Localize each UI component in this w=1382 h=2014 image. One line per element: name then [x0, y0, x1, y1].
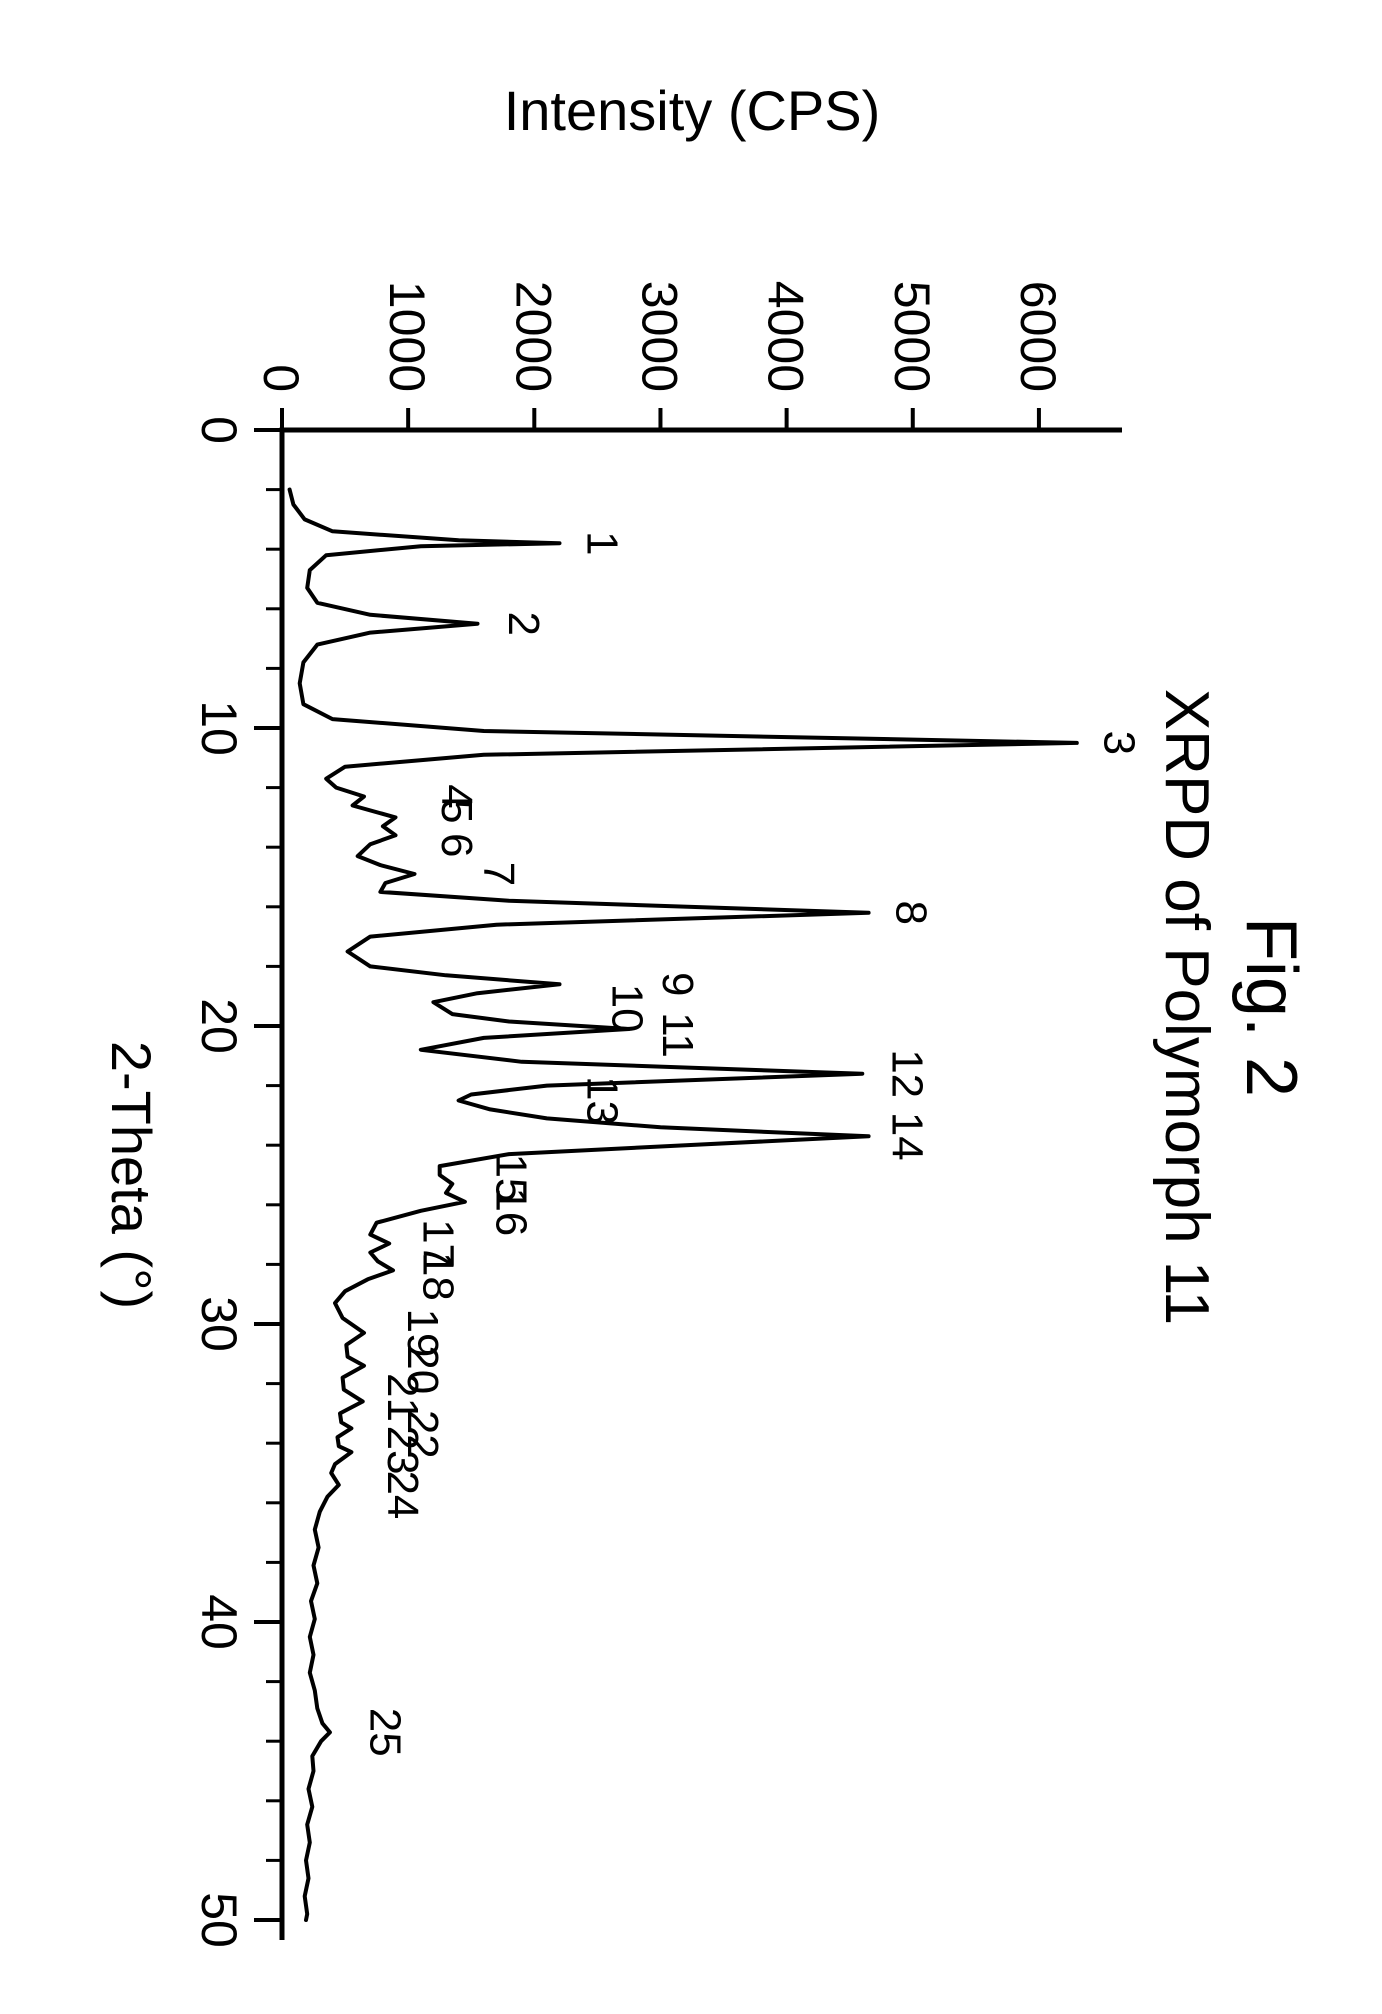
peak-label: 13 [577, 1076, 626, 1125]
peak-label: 7 [474, 862, 523, 886]
peak-label: 2 [499, 611, 548, 635]
xtick-label: 10 [191, 700, 247, 756]
peak-label: 11 [653, 1012, 702, 1058]
ytick-label: 4000 [758, 281, 814, 392]
peak-label: 8 [886, 901, 935, 925]
x-axis-label: 2-Theta (°) [100, 1041, 163, 1309]
chart-canvas: Fig. 2 XRPD of Polymorph 11 010002000300… [0, 0, 1382, 2014]
xtick-label: 30 [191, 1296, 247, 1352]
peak-label: 5 [432, 799, 481, 823]
peak-label: 25 [360, 1708, 409, 1757]
ytick-label: 3000 [631, 281, 687, 392]
peak-label: 14 [883, 1112, 932, 1161]
peak-label: 3 [1095, 731, 1144, 755]
rotated-stage: Fig. 2 XRPD of Polymorph 11 010002000300… [0, 316, 1382, 1698]
y-axis-label: Intensity (CPS) [504, 79, 881, 142]
xrpd-trace [290, 490, 1077, 1920]
xtick-label: 20 [191, 998, 247, 1054]
peak-label: 24 [378, 1470, 427, 1519]
xtick-label: 0 [191, 416, 247, 444]
xtick-label: 40 [191, 1594, 247, 1650]
ytick-label: 6000 [1010, 281, 1066, 392]
ytick-label: 1000 [379, 281, 435, 392]
xrpd-chart: 0 1000 2000 3000 4000 5000 6000 0 10 20 30 40 50 2-Th… [0, 0, 1382, 2014]
xtick-label: 50 [191, 1892, 247, 1948]
peak-label: 10 [603, 984, 652, 1033]
peak-label: 18 [413, 1252, 462, 1301]
peak-label: 1 [577, 531, 626, 555]
peak-label: 9 [653, 972, 702, 996]
peak-label: 16 [486, 1187, 535, 1236]
peak-label: 12 [883, 1049, 932, 1098]
ytick-label: 0 [253, 364, 309, 392]
peak-label: 23 [378, 1426, 427, 1475]
peak-label: 6 [432, 833, 481, 857]
ytick-label: 5000 [884, 281, 940, 392]
ytick-label: 2000 [505, 281, 561, 392]
